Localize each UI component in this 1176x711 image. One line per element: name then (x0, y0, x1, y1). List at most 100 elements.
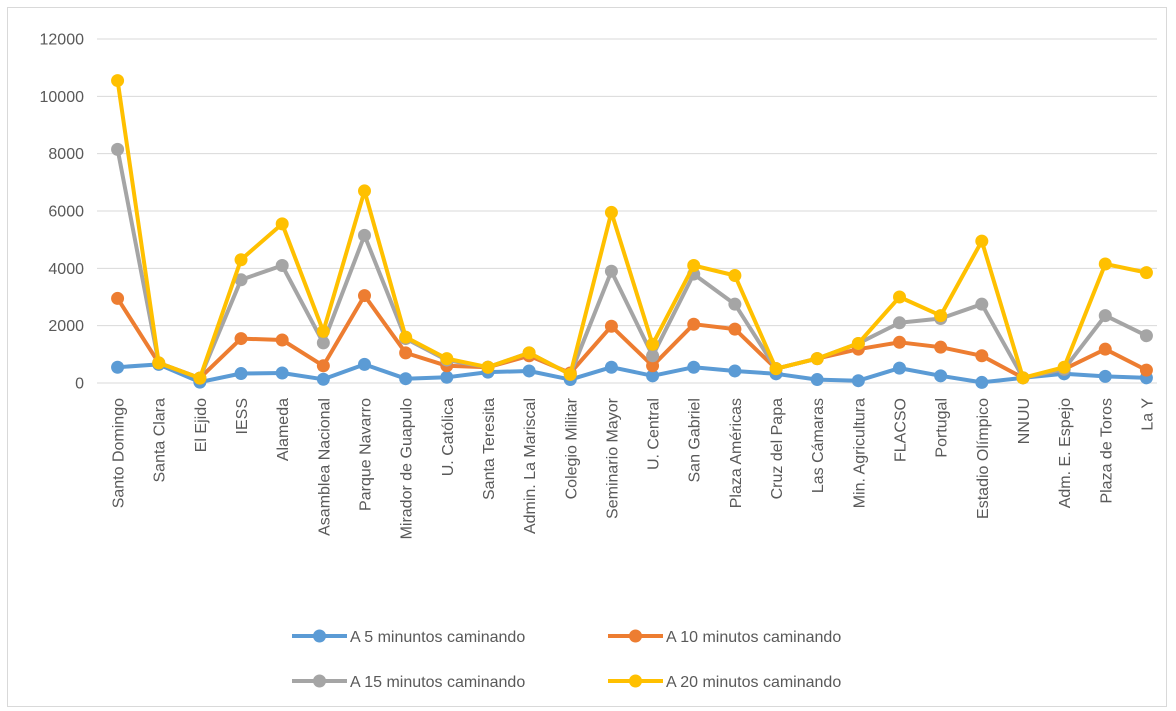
x-tick-label: Adm. E. Espejo (1057, 398, 1074, 508)
x-tick-label: Mirador de Guapulo (399, 398, 416, 540)
x-tick-label: IESS (234, 398, 251, 434)
data-point (893, 361, 906, 375)
data-point (1139, 363, 1153, 377)
x-tick-label: Parque Navarro (358, 398, 375, 511)
y-tick-label: 2000 (48, 318, 84, 335)
x-tick-label: U. Central (646, 398, 663, 470)
series-line (115, 147, 1149, 381)
data-point (522, 346, 536, 360)
data-point (893, 316, 906, 330)
series-line (115, 362, 1149, 385)
data-point (234, 332, 248, 346)
legend-label: A 10 minutos caminando (666, 629, 841, 646)
data-point (440, 352, 454, 366)
data-point (769, 362, 783, 376)
data-point (358, 357, 371, 371)
data-point (810, 352, 824, 366)
x-tick-label: Plaza de Toros (1098, 398, 1115, 504)
data-point (152, 356, 166, 370)
data-point (728, 364, 742, 378)
x-tick-label: Santo Domingo (111, 398, 128, 508)
data-point (851, 336, 865, 350)
data-point (111, 74, 125, 88)
data-point (975, 349, 989, 363)
data-point (687, 317, 701, 331)
x-tick-label: Alameda (275, 398, 292, 461)
x-tick-label: Colegio Militar (563, 397, 580, 499)
data-point (975, 234, 989, 248)
data-point (728, 297, 742, 311)
data-point (728, 269, 742, 282)
y-tick-label: 4000 (48, 261, 84, 278)
data-point (316, 372, 330, 386)
data-point (440, 370, 454, 384)
data-point (481, 360, 495, 374)
data-point (234, 367, 248, 381)
x-tick-label: Cruz del Papa (769, 398, 786, 499)
y-tick-label: 6000 (48, 204, 84, 221)
data-point (316, 336, 330, 350)
data-point (275, 258, 289, 272)
data-point (975, 375, 989, 389)
data-point (851, 374, 865, 388)
data-point (358, 228, 371, 242)
series-line (115, 293, 1149, 381)
data-point (1098, 257, 1112, 271)
data-point (893, 335, 906, 349)
data-point (399, 346, 413, 360)
data-point (646, 349, 660, 363)
data-point (563, 367, 577, 381)
x-tick-label: El Ejido (193, 398, 210, 452)
x-tick-label: Santa Clara (152, 398, 169, 483)
data-point (275, 333, 289, 347)
x-tick-label: Estadio Olímpico (975, 398, 992, 519)
data-point (646, 337, 660, 351)
data-point (810, 373, 824, 387)
x-tick-label: Las Cámaras (810, 398, 827, 493)
y-tick-label: 8000 (48, 146, 84, 163)
y-tick-label: 12000 (40, 32, 85, 49)
data-point (1139, 329, 1153, 343)
x-tick-label: Portugal (934, 398, 951, 458)
data-point (234, 273, 248, 287)
y-tick-label: 10000 (40, 89, 85, 106)
data-point (234, 253, 248, 267)
data-point (275, 217, 289, 231)
data-point (522, 364, 536, 378)
x-tick-label: San Gabriel (687, 398, 704, 483)
data-point (1016, 371, 1030, 385)
data-point (358, 184, 371, 198)
data-point (316, 359, 330, 373)
x-tick-label: Plaza Américas (728, 398, 745, 508)
data-point (604, 264, 618, 278)
data-point (646, 359, 660, 373)
legend-marker (313, 674, 326, 688)
data-point (358, 289, 371, 303)
series-line (115, 78, 1149, 381)
y-tick-label: 0 (75, 376, 84, 393)
data-point (1057, 360, 1071, 374)
data-point (399, 372, 413, 386)
data-point (316, 324, 330, 338)
legend-marker (629, 629, 642, 643)
x-tick-label: Asamblea Nacional (316, 398, 333, 536)
data-point (111, 360, 125, 374)
data-point (687, 360, 701, 374)
data-point (604, 319, 618, 333)
legend-label: A 15 minutos caminando (350, 674, 525, 691)
x-tick-label: NNUU (1016, 398, 1033, 444)
data-point (893, 290, 906, 304)
data-point (399, 330, 413, 344)
data-point (193, 371, 207, 385)
data-point (111, 291, 125, 305)
legend-label: A 20 minutos caminando (666, 674, 841, 691)
data-point (975, 297, 989, 311)
legend-marker (629, 674, 642, 688)
x-tick-label: La Y (1139, 398, 1156, 431)
data-point (1098, 342, 1112, 356)
legend-marker (313, 629, 326, 643)
data-point (604, 360, 618, 374)
data-point (646, 369, 660, 383)
x-tick-label: FLACSO (893, 398, 910, 462)
